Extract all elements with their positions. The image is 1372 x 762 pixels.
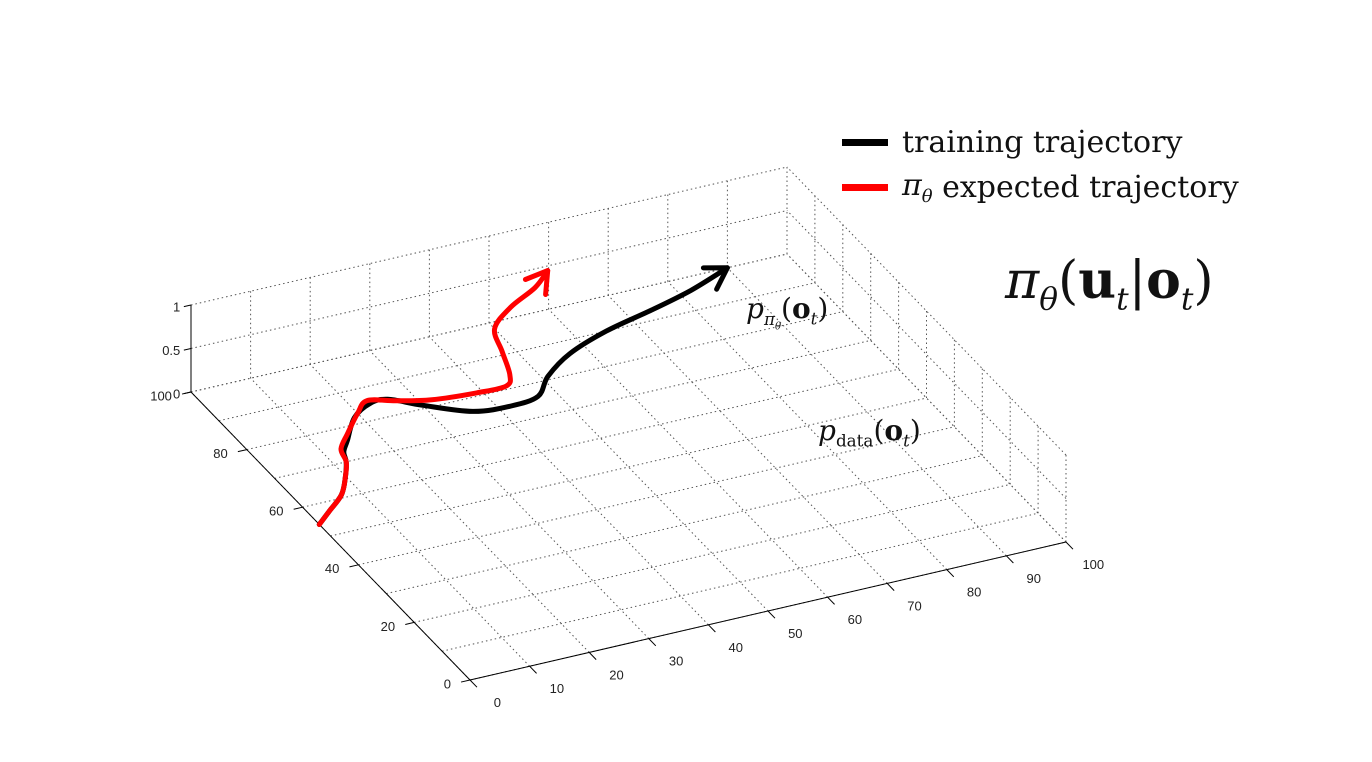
series-expected-line [316,268,551,527]
floor-grid-line [302,368,899,508]
y-tick-label: 40 [325,561,339,576]
series-training-arrowhead [700,265,730,292]
x-tick-mark [529,665,537,674]
back-wall-grid-line [190,210,788,349]
y-tick-mark [293,506,303,510]
x-tick-mark [886,583,895,591]
legend: training trajectory πθ expected trajecto… [842,120,1239,210]
x-tick-mark [648,638,657,647]
x-tick-label: 80 [967,585,981,600]
policy-expression: πθ(ut|ot) [1005,250,1214,318]
y-tick-mark [405,621,415,625]
y-axis-line [190,391,471,681]
floor-grid-line [667,281,948,570]
side-wall-grid-line [786,210,1067,499]
x-tick-label: 60 [848,612,862,627]
z-tick-label: 0.5 [162,343,180,358]
x-tick-mark [827,596,835,605]
x-tick-mark [588,652,597,660]
x-tick-mark [946,569,955,578]
floor-grid-line [274,339,871,479]
series-expected-arrowhead [522,268,551,297]
series-training-line [316,265,730,527]
x-tick-label: 70 [907,598,921,613]
y-tick-mark [237,449,247,453]
floor-grid-line [607,295,888,584]
back-wall-grid-line [190,253,788,393]
y-tick-label: 60 [269,504,283,519]
x-tick-label: 100 [1082,557,1104,572]
grid-layer [190,166,1067,681]
y-tick-label: 20 [381,619,395,634]
floor-grid-line [218,282,816,422]
floor-grid-line [246,311,843,451]
x-tick-label: 40 [728,640,742,655]
legend-item-expected: πθ expected trajectory [842,165,1239,210]
x-tick-label: 30 [669,654,683,669]
floor-grid-line [488,322,769,612]
x-tick-label: 0 [494,695,501,710]
side-wall-grid-line [786,253,1067,543]
x-tick-mark [708,624,716,633]
floor-grid-line [386,455,983,595]
x-tick-label: 90 [1026,571,1040,586]
floor-grid-line [429,336,709,626]
x-tick-label: 10 [550,681,564,696]
y-tick-label: 0 [444,676,451,691]
p-data-label: pdata(ot) [818,414,921,451]
z-tick-mark [183,304,192,308]
floor-grid-line [441,512,1039,652]
y-tick-mark [349,564,359,568]
z-tick-mark [183,348,192,351]
side-wall-grid-line [786,166,1067,456]
p-pi-theta-label: pπθ(ot) [746,292,829,332]
floor-grid-line [727,267,1007,557]
x-tick-mark [1065,541,1074,550]
y-tick-mark [460,679,471,683]
x-tick-mark [1006,555,1014,564]
series-layer [316,265,730,527]
legend-swatch-black [842,139,888,146]
x-tick-mark [767,610,776,619]
floor-grid-line [358,426,955,566]
legend-label-training: training trajectory [902,125,1183,160]
legend-pi-symbol: πθ [902,168,933,207]
legend-item-training: training trajectory [842,120,1239,165]
floor-grid-line [414,483,1011,623]
z-tick-label: 1 [173,299,180,314]
floor-grid-line [369,350,650,639]
floor-grid-line [330,397,927,537]
floor-grid-line [548,308,828,598]
x-tick-label: 50 [788,626,802,641]
legend-label-expected: expected trajectory [942,170,1239,205]
y-tick-label: 80 [213,446,227,461]
z-tick-mark [183,391,192,395]
y-tick-label: 100 [150,388,172,403]
back-wall-grid-line [190,166,788,306]
floor-grid-line [250,377,530,667]
x-tick-mark [469,679,478,688]
legend-swatch-red [842,184,888,191]
z-tick-label: 0 [173,386,180,401]
x-tick-label: 20 [609,667,623,682]
